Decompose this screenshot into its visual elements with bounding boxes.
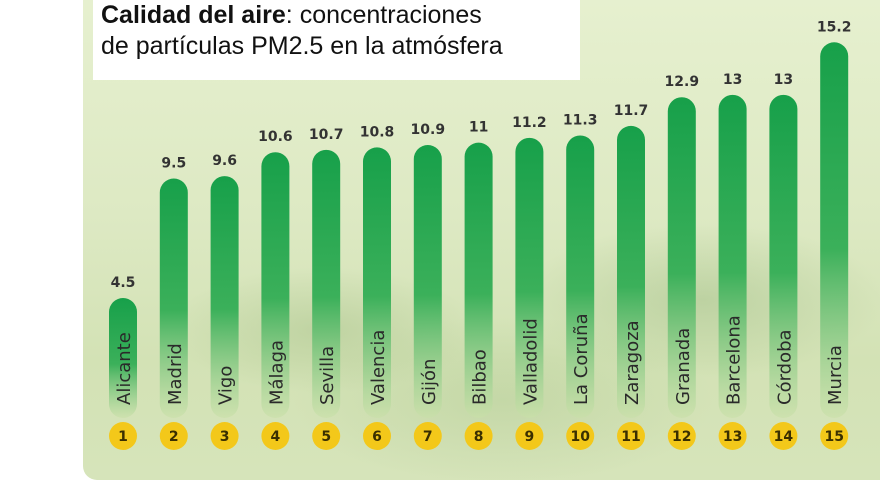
value-label-2: 9.5 — [161, 156, 186, 172]
bar-9 — [515, 137, 544, 418]
rank-badge-14 — [769, 422, 798, 450]
category-label-12: Granada — [673, 328, 694, 405]
labels-group: 4.5 Alicante 1 9.5 Madrid 2 9.6 Vigo 3 10.6 Málaga… — [109, 19, 851, 450]
bar-6 — [363, 147, 391, 418]
rank-number-8: 8 — [474, 429, 484, 445]
value-label-15: 15.2 — [817, 19, 852, 35]
bar-10 — [566, 135, 595, 419]
bar-14 — [769, 94, 798, 418]
rank-number-1: 1 — [118, 429, 128, 445]
value-label-14: 13 — [774, 72, 793, 88]
bar-2 — [159, 178, 188, 418]
rank-number-13: 13 — [723, 429, 742, 445]
category-label-11: Zaragoza — [622, 320, 643, 405]
rank-badge-9 — [515, 422, 544, 450]
rank-number-2: 2 — [169, 429, 179, 445]
rank-number-9: 9 — [525, 429, 535, 445]
bar-13 — [718, 94, 747, 418]
rank-badge-4 — [261, 422, 290, 450]
rank-number-3: 3 — [220, 429, 230, 445]
value-label-8: 11 — [469, 120, 488, 136]
bar-11 — [617, 125, 645, 419]
bar-12 — [667, 97, 696, 419]
rank-number-15: 15 — [824, 429, 843, 445]
rank-number-10: 10 — [570, 429, 590, 445]
category-label-9: Valladolid — [520, 318, 541, 405]
rank-badge-8 — [464, 422, 493, 450]
value-label-9: 11.2 — [512, 115, 547, 131]
chart-title-box: Calidad del aire: concentraciones de par… — [93, 0, 580, 80]
category-label-2: Madrid — [165, 343, 186, 405]
bars-group — [109, 42, 849, 419]
value-label-12: 12.9 — [665, 74, 700, 90]
bar-3 — [210, 176, 239, 418]
rank-badge-12 — [667, 422, 696, 450]
bar-4 — [261, 152, 290, 418]
rank-badge-3 — [210, 422, 239, 450]
category-label-5: Sevilla — [317, 346, 338, 405]
bar-1 — [109, 298, 137, 418]
category-label-6: Valencia — [368, 330, 389, 405]
rank-badge-11 — [617, 422, 645, 450]
bar-8 — [464, 142, 493, 418]
rank-badge-6 — [363, 422, 391, 450]
category-label-14: Córdoba — [774, 329, 795, 405]
value-label-11: 11.7 — [614, 103, 649, 119]
category-label-1: Alicante — [114, 332, 135, 405]
category-label-15: Murcia — [825, 345, 846, 405]
category-label-7: Gijón — [419, 359, 440, 405]
rank-number-5: 5 — [321, 429, 331, 445]
category-label-4: Málaga — [266, 340, 287, 405]
rank-badge-13 — [718, 422, 747, 450]
rank-number-14: 14 — [774, 429, 794, 445]
value-label-4: 10.6 — [258, 129, 293, 145]
value-label-3: 9.6 — [212, 153, 237, 169]
value-label-6: 10.8 — [360, 124, 395, 140]
rank-number-12: 12 — [672, 429, 691, 445]
category-label-3: Vigo — [216, 366, 237, 405]
rank-badge-2 — [159, 422, 188, 450]
rank-number-7: 7 — [423, 429, 433, 445]
value-label-5: 10.7 — [309, 127, 344, 143]
bar-5 — [312, 149, 341, 418]
value-label-10: 11.3 — [563, 112, 598, 128]
category-label-10: La Coruña — [571, 313, 592, 405]
chart-title-line-2: de partículas PM2.5 en la atmósfera — [101, 32, 503, 60]
bar-15 — [820, 42, 849, 419]
chart-title-line-1: Calidad del aire: concentraciones — [101, 0, 482, 30]
chart-title-rest: : concentraciones — [285, 1, 482, 29]
rank-badge-10 — [566, 422, 595, 450]
value-label-7: 10.9 — [411, 122, 446, 138]
rank-badge-7 — [413, 422, 442, 450]
rank-badge-1 — [109, 422, 137, 450]
category-label-13: Barcelona — [724, 315, 745, 405]
category-label-8: Bilbao — [470, 349, 491, 405]
rank-badge-5 — [312, 422, 341, 450]
value-label-13: 13 — [723, 72, 742, 88]
bar-7 — [413, 145, 442, 419]
rank-badge-15 — [820, 422, 849, 450]
rank-number-11: 11 — [621, 429, 640, 445]
value-label-1: 4.5 — [111, 275, 136, 291]
rank-number-4: 4 — [271, 429, 281, 445]
rank-number-6: 6 — [372, 429, 382, 445]
chart-title-bold: Calidad del aire — [101, 1, 286, 29]
